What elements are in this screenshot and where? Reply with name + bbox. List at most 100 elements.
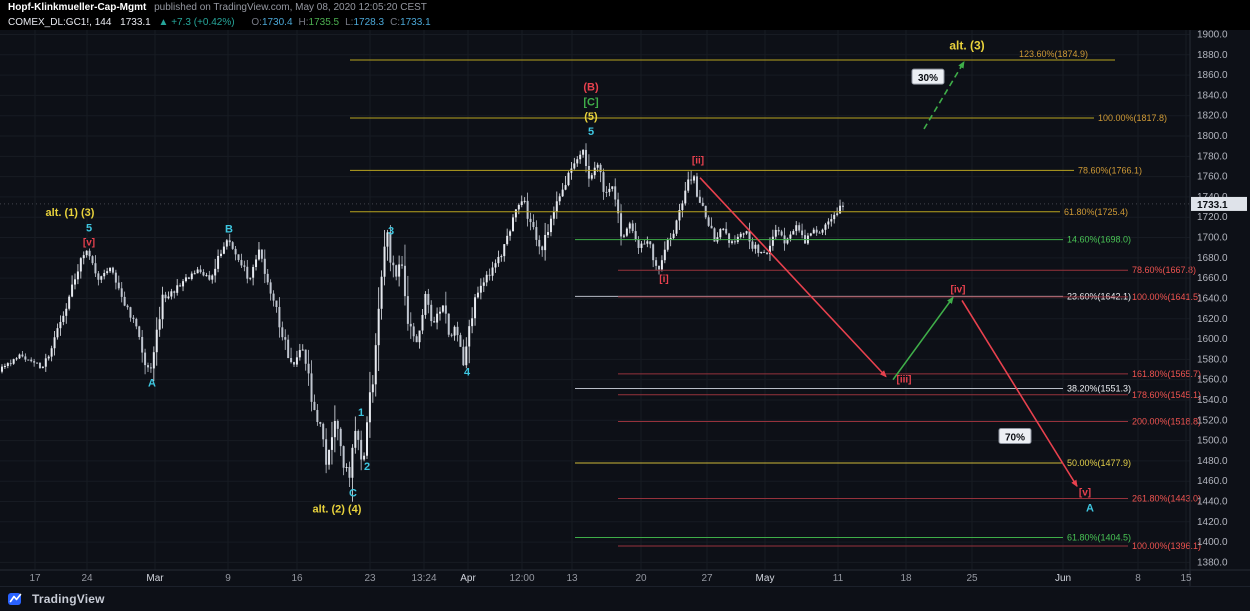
probability-boxes[interactable]: 30% 70% xyxy=(911,68,1032,445)
price-change: ▲ +7.3 (+0.42%) xyxy=(159,17,235,28)
wave-label[interactable]: alt. (2) (4) xyxy=(313,504,362,516)
candle-body xyxy=(506,235,509,245)
wave-label[interactable]: 3 xyxy=(388,225,394,237)
time-axis-label: 12:00 xyxy=(509,573,534,584)
candle-body xyxy=(386,232,389,247)
candle-body xyxy=(535,227,538,240)
wave-label[interactable]: 2 xyxy=(364,461,370,473)
wave-label[interactable]: A xyxy=(148,378,156,390)
fib-level-label[interactable]: 78.60%(1766.1) xyxy=(1078,165,1142,175)
candle-body xyxy=(468,326,471,347)
candle-body xyxy=(38,362,41,368)
fib-level-label[interactable]: 261.80%(1443.0) xyxy=(1132,493,1201,503)
candle-body xyxy=(684,190,687,204)
candle-body xyxy=(50,348,53,357)
candle-body xyxy=(339,428,342,447)
fib-level-label[interactable]: 100.00%(1641.5) xyxy=(1132,292,1201,302)
candle-body xyxy=(441,305,444,312)
fib-level-label[interactable]: 61.80%(1725.4) xyxy=(1064,207,1128,217)
candle-body xyxy=(76,271,79,280)
candle-body xyxy=(304,349,307,364)
probability-box[interactable] xyxy=(911,68,945,85)
candle-body xyxy=(380,276,383,309)
price-tick-label: 1520.0 xyxy=(1197,415,1228,426)
projection-arrow[interactable] xyxy=(892,296,954,381)
fib-level-label[interactable]: 123.60%(1874.9) xyxy=(1019,49,1088,59)
fib-level-label[interactable]: 14.60%(1698.0) xyxy=(1067,235,1131,245)
brand-name[interactable]: TradingView xyxy=(32,592,105,606)
wave-label[interactable]: 5 xyxy=(588,126,594,138)
candle-body xyxy=(795,225,798,232)
wave-label[interactable]: alt. (1) (3) xyxy=(46,207,95,219)
price-tick-label: 1660.0 xyxy=(1197,273,1228,284)
fib-level-label[interactable]: 78.60%(1667.8) xyxy=(1132,265,1196,275)
candle-body xyxy=(555,201,558,212)
publisher-name[interactable]: Hopf-Klinkmueller-Cap-Mgmt xyxy=(8,2,147,13)
projection-arrows[interactable] xyxy=(699,61,1078,488)
candle-body xyxy=(768,245,771,254)
price-tick-label: 1620.0 xyxy=(1197,314,1228,325)
wave-label[interactable]: 5 xyxy=(86,222,92,234)
price-axis[interactable]: 1900.0 1880.0 1860.0 1840.0 1820.0 1800.0 1780… xyxy=(1189,30,1228,586)
candle-body xyxy=(713,228,716,242)
ohlc-value: 1735.5 xyxy=(308,17,340,28)
fib-level-label[interactable]: 100.00%(1396.1) xyxy=(1132,541,1201,551)
candle-body xyxy=(21,354,24,357)
candle-body xyxy=(94,263,97,274)
fibonacci-retracement-levels[interactable]: 123.60%(1874.9) 100.00%(1817.8) 78.60%(176… xyxy=(350,49,1201,551)
fib-level-label[interactable]: 178.60%(1545.1) xyxy=(1132,390,1201,400)
wave-label[interactable]: [i] xyxy=(659,274,668,285)
candle-body xyxy=(424,293,427,315)
candle-body xyxy=(418,330,421,343)
fib-level-label[interactable]: 100.00%(1817.8) xyxy=(1098,113,1167,123)
wave-label[interactable]: alt. (3) xyxy=(949,39,984,53)
candle-body xyxy=(582,149,585,155)
tradingview-logo-icon[interactable] xyxy=(8,592,26,606)
wave-label[interactable]: [iii] xyxy=(897,375,912,386)
wave-label[interactable]: B xyxy=(225,223,233,235)
wave-label[interactable]: (5) xyxy=(584,111,598,123)
candle-body xyxy=(184,277,187,282)
projection-arrow[interactable] xyxy=(961,300,1078,488)
fib-level-label[interactable]: 200.00%(1518.8) xyxy=(1132,416,1201,426)
candle-body xyxy=(158,319,161,330)
candle-body xyxy=(780,231,783,236)
wave-label[interactable]: [iv] xyxy=(951,284,966,295)
probability-box[interactable] xyxy=(998,428,1032,445)
probability-box-label: 30% xyxy=(918,73,938,84)
candle-body xyxy=(269,282,272,294)
candle-body xyxy=(243,265,246,267)
projection-arrow[interactable] xyxy=(699,177,887,378)
wave-label[interactable]: (B) xyxy=(583,81,599,93)
projection-arrow[interactable] xyxy=(923,61,965,130)
candle-body xyxy=(155,329,158,353)
wave-label[interactable]: [v] xyxy=(1079,487,1091,498)
price-tick-label: 1500.0 xyxy=(1197,436,1228,447)
fib-level-label[interactable]: 50.00%(1477.9) xyxy=(1067,458,1131,468)
wave-label[interactable]: [C] xyxy=(583,97,599,109)
wave-label[interactable]: [v] xyxy=(83,238,95,249)
candle-body xyxy=(138,326,141,337)
candle-body xyxy=(815,229,818,233)
fib-level-label[interactable]: 38.20%(1551.3) xyxy=(1067,384,1131,394)
wave-label[interactable]: 1 xyxy=(358,407,364,419)
candle-body xyxy=(403,265,406,297)
wave-label[interactable]: 4 xyxy=(464,367,471,379)
fib-level-label[interactable]: 161.80%(1565.7) xyxy=(1132,369,1201,379)
candle-body xyxy=(695,176,698,197)
candle-body xyxy=(68,296,71,309)
wave-label[interactable]: C xyxy=(349,487,357,499)
chart-canvas[interactable]: 123.60%(1874.9) 100.00%(1817.8) 78.60%(176… xyxy=(0,30,1250,586)
fib-level-label[interactable]: 61.80%(1404.5) xyxy=(1067,533,1131,543)
fib-level-label[interactable]: 23.60%(1642.1) xyxy=(1067,291,1131,301)
candle-body xyxy=(479,285,482,293)
symbol-name[interactable]: COMEX_DL:GC1!, 144 xyxy=(8,17,112,28)
wave-label[interactable]: [ii] xyxy=(692,155,704,166)
candle-body xyxy=(547,232,550,235)
candle-body xyxy=(742,233,745,235)
wave-label[interactable]: A xyxy=(1086,503,1094,515)
time-axis[interactable]: 17 24 Mar 9 16 23 13:24 Apr 12:00 13 20 27 May 11 18 25… xyxy=(0,569,1250,584)
candle-body xyxy=(342,446,345,468)
candle-body xyxy=(687,179,690,191)
